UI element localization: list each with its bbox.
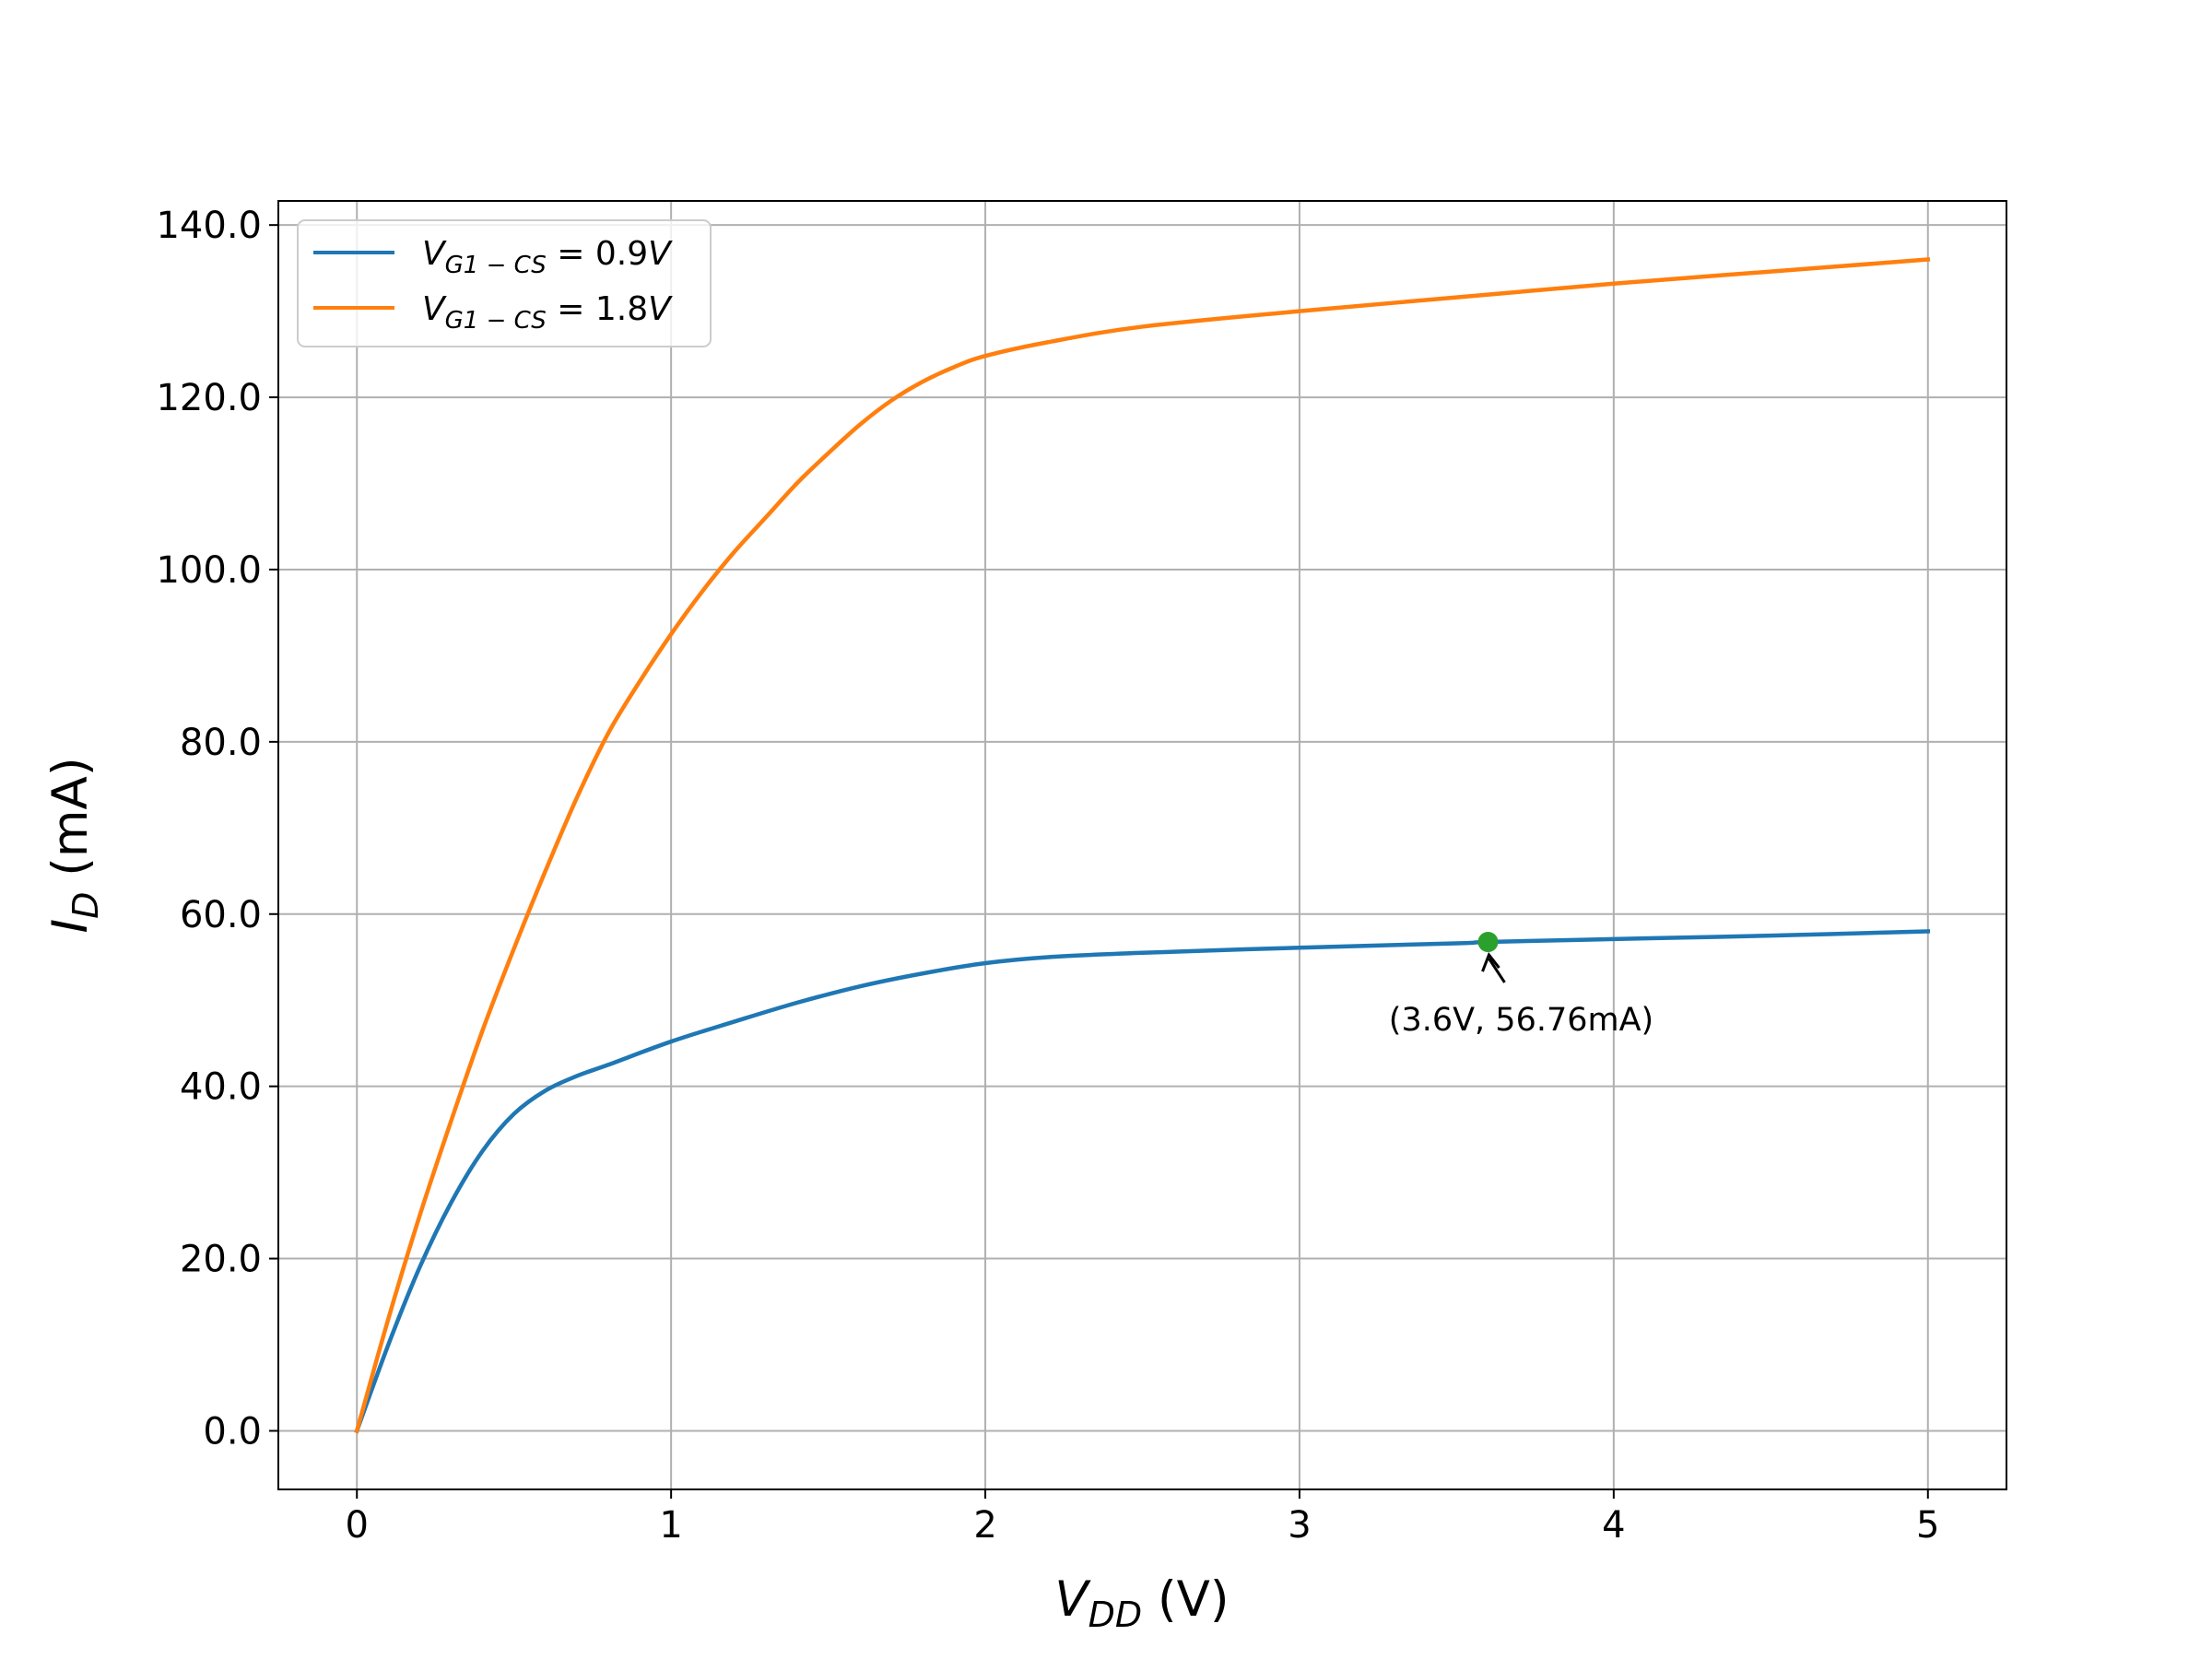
y-tick-label: 0.0 [203, 1410, 262, 1453]
x-tick-label: 3 [1288, 1504, 1311, 1547]
x-axis-label: VDD (V) [1054, 1571, 1229, 1635]
legend: VG1 − CS = 0.9V VG1 − CS = 1.8V [297, 219, 712, 347]
y-tick-label: 120.0 [156, 377, 262, 419]
y-axis-label: ID (mA) [42, 758, 106, 934]
x-tick-label: 4 [1602, 1504, 1625, 1547]
y-tick-label: 80.0 [180, 722, 262, 764]
axes-frame [277, 200, 2007, 1490]
annotation-arrow-shaft [1488, 958, 1506, 983]
x-axis-ticks: 0 1 2 3 4 5 [346, 1489, 1939, 1547]
legend-label-1: VG1 − CS = 1.8V [422, 290, 673, 335]
grid [278, 201, 2006, 1489]
y-tick-label: 140.0 [156, 205, 262, 247]
annotation-marker [1477, 932, 1499, 953]
legend-label-0: VG1 − CS = 0.9V [422, 235, 673, 279]
x-tick-label: 1 [659, 1504, 682, 1547]
y-tick-label: 20.0 [180, 1239, 262, 1281]
annotation-arrow-head [1481, 952, 1500, 972]
x-tick-label: 0 [346, 1504, 369, 1547]
series-line-1 [354, 257, 1931, 1434]
y-axis-ticks: 0.0 20.0 40.0 60.0 80.0 100.0 120.0 140.0 [156, 205, 278, 1453]
legend-box [297, 219, 712, 347]
x-tick-label: 5 [1916, 1504, 1939, 1547]
y-tick-label: 100.0 [156, 549, 262, 592]
annotation: (3.6V, 56.76mA) [1389, 932, 1653, 1039]
annotation-label: (3.6V, 56.76mA) [1389, 1002, 1653, 1039]
y-tick-label: 40.0 [180, 1066, 262, 1109]
x-tick-label: 2 [973, 1504, 996, 1547]
y-tick-label: 60.0 [180, 894, 262, 936]
